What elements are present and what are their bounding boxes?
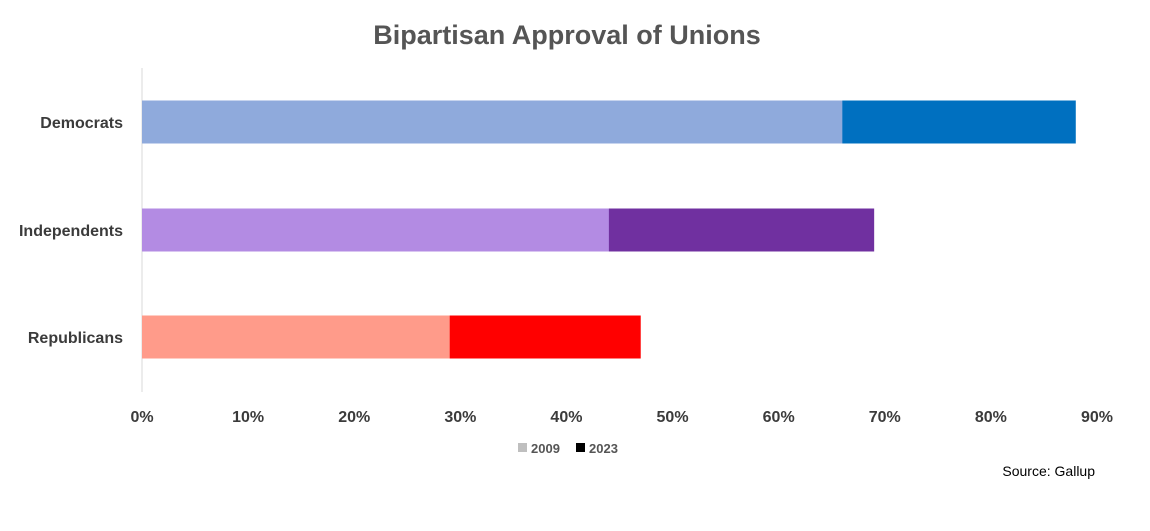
category-labels: Democrats Independents Republicans (19, 115, 123, 347)
bar-democrats-2009 (142, 100, 843, 144)
category-label-democrats: Democrats (40, 115, 123, 132)
x-tick-labels: 0% 10% 20% 30% 40% 50% 60% 70% 80% 90% (130, 409, 1113, 426)
source-annotation: Source: Gallup (1002, 463, 1095, 479)
legend-label-2023: 2023 (589, 441, 618, 456)
legend-swatch-2023 (576, 443, 585, 452)
category-label-independents: Independents (19, 223, 123, 240)
x-tick-label: 0% (130, 409, 153, 426)
legend: 2009 2023 (518, 441, 618, 456)
x-tick-label: 30% (444, 409, 476, 426)
x-tick-label: 90% (1081, 409, 1113, 426)
legend-label-2009: 2009 (531, 441, 560, 456)
x-tick-label: 80% (975, 409, 1007, 426)
x-tick-label: 10% (232, 409, 264, 426)
bars-layer (142, 100, 1076, 359)
chart-title: Bipartisan Approval of Unions (373, 20, 761, 50)
x-tick-label: 60% (763, 409, 795, 426)
category-label-republicans: Republicans (28, 330, 123, 347)
x-tick-label: 50% (657, 409, 689, 426)
x-tick-label: 70% (869, 409, 901, 426)
x-tick-label: 20% (338, 409, 370, 426)
legend-swatch-2009 (518, 443, 527, 452)
bar-republicans-2009 (142, 315, 450, 359)
bar-independents-2009 (142, 208, 609, 252)
x-tick-label: 40% (550, 409, 582, 426)
